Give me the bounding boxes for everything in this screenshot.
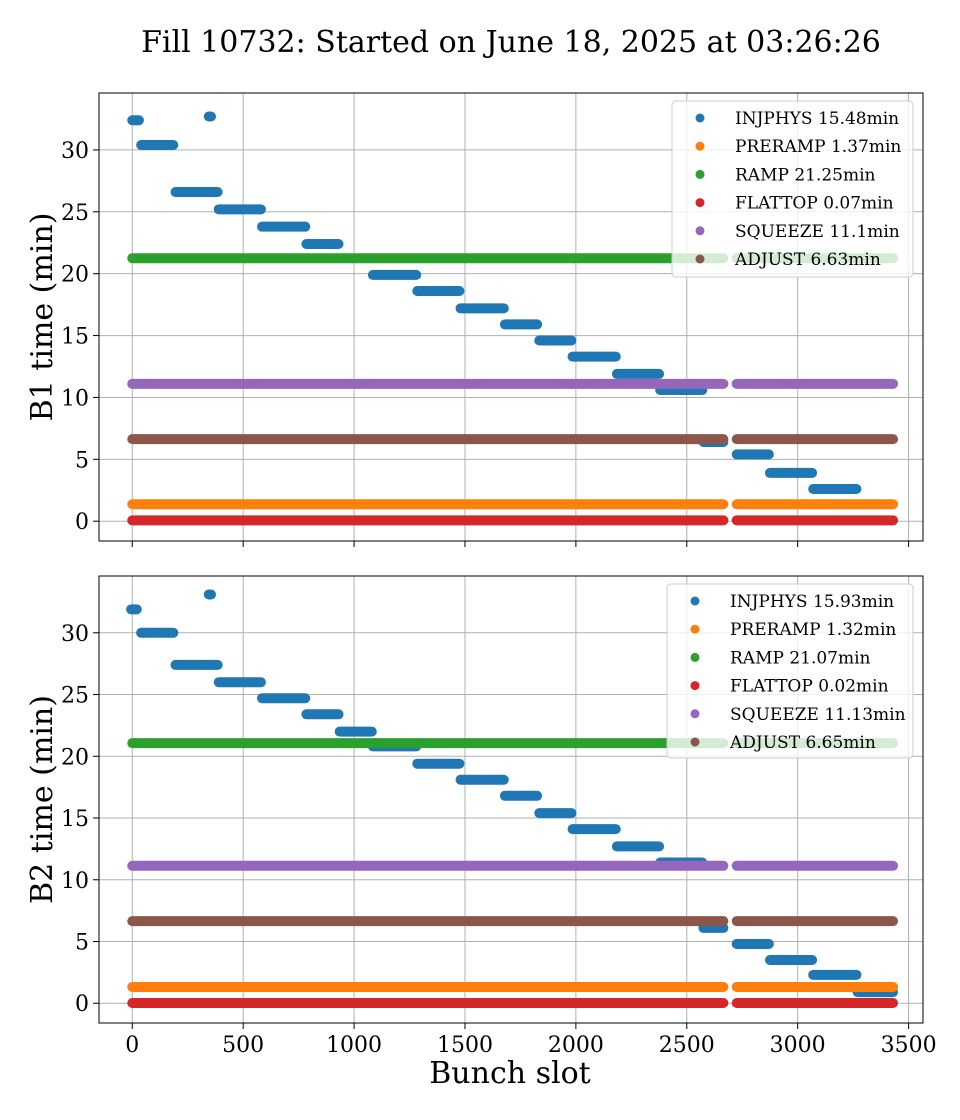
legend-label: SQUEEZE 11.1min bbox=[735, 222, 900, 242]
legend-label: PRERAMP 1.32min bbox=[730, 620, 896, 640]
legend-label: FLATTOP 0.07min bbox=[735, 194, 894, 214]
y-tick-label: 25 bbox=[61, 201, 89, 226]
x-tick-label: 1500 bbox=[437, 1033, 493, 1058]
legend-box bbox=[671, 100, 914, 278]
legend-marker bbox=[695, 198, 705, 208]
y-tick-label: 0 bbox=[75, 992, 89, 1017]
legend: INJPHYS 15.48min PRERAMP 1.37min RAMP 21.2… bbox=[671, 100, 914, 278]
y-tick-label: 15 bbox=[61, 807, 89, 832]
y-tick-label: 5 bbox=[75, 448, 89, 473]
legend-marker bbox=[695, 113, 705, 123]
legend-label: SQUEEZE 11.13min bbox=[730, 705, 906, 725]
legend-marker bbox=[690, 709, 700, 719]
x-tick-label: 500 bbox=[222, 1033, 264, 1058]
legend-marker bbox=[695, 141, 705, 151]
y-axis-label: B2 time (min) bbox=[25, 695, 60, 904]
legend-label: FLATTOP 0.02min bbox=[730, 677, 889, 697]
b2-panel: 0 500 1000 1500 2000 2500 3000 3500 0 5 10 15 20 25 30… bbox=[25, 575, 937, 1058]
y-axis-label: B1 time (min) bbox=[25, 213, 60, 422]
legend-label: INJPHYS 15.48min bbox=[735, 109, 899, 129]
y-tick-label: 25 bbox=[61, 684, 89, 709]
legend-label: INJPHYS 15.93min bbox=[730, 592, 894, 612]
y-tick-label: 10 bbox=[61, 869, 89, 894]
x-tick-label: 2500 bbox=[659, 1033, 715, 1058]
b1-panel: 0 5 10 15 20 25 30 B1 time (min) INJPHYS 15.48mi… bbox=[25, 92, 924, 547]
x-tick-label: 3000 bbox=[770, 1033, 826, 1058]
legend-label: RAMP 21.25min bbox=[735, 165, 876, 185]
plot-frame bbox=[98, 575, 924, 1024]
plot-frame bbox=[98, 92, 924, 542]
figure-title: Fill 10732: Started on June 18, 2025 at … bbox=[141, 25, 881, 60]
x-tick-label: 2000 bbox=[548, 1033, 604, 1058]
y-tick-label: 20 bbox=[61, 263, 89, 288]
y-tick-label: 20 bbox=[61, 745, 89, 770]
legend-marker bbox=[695, 254, 705, 264]
legend-marker bbox=[695, 169, 705, 179]
y-tick-label: 30 bbox=[61, 139, 89, 164]
legend-box bbox=[666, 583, 914, 759]
legend-marker bbox=[695, 226, 705, 236]
legend-marker bbox=[690, 596, 700, 606]
y-tick-label: 0 bbox=[75, 510, 89, 535]
x-tick-label: 1000 bbox=[326, 1033, 382, 1058]
x-tick-label: 0 bbox=[125, 1033, 139, 1058]
legend-marker bbox=[690, 737, 700, 747]
legend-label: ADJUST 6.63min bbox=[734, 250, 881, 270]
legend-label: PRERAMP 1.37min bbox=[735, 137, 901, 157]
legend: INJPHYS 15.93min PRERAMP 1.32min RAMP 21.0… bbox=[666, 583, 914, 759]
legend-label: ADJUST 6.65min bbox=[729, 733, 876, 753]
legend-marker bbox=[690, 652, 700, 662]
legend-marker bbox=[690, 624, 700, 634]
y-tick-label: 15 bbox=[61, 325, 89, 350]
y-tick-label: 5 bbox=[75, 931, 89, 956]
legend-marker bbox=[690, 681, 700, 691]
x-axis-label: Bunch slot bbox=[429, 1056, 590, 1091]
y-tick-label: 30 bbox=[61, 622, 89, 647]
legend-label: RAMP 21.07min bbox=[730, 648, 871, 668]
y-tick-label: 10 bbox=[61, 386, 89, 411]
x-tick-label: 3500 bbox=[881, 1033, 937, 1058]
